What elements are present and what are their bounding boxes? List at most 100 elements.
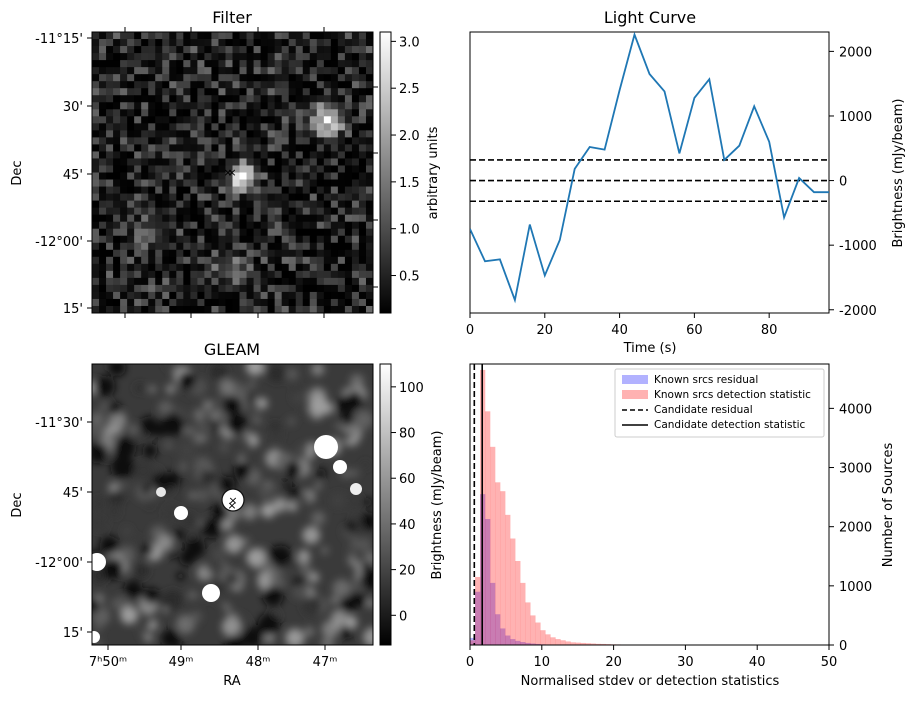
filter-pixel — [282, 215, 289, 222]
filter-pixel — [240, 165, 247, 172]
filter-pixel — [169, 95, 176, 102]
colorbar-tick-label: 60 — [399, 472, 416, 487]
filter-pixel — [289, 201, 296, 208]
filter-pixel — [338, 67, 345, 74]
filter-pixel — [127, 243, 134, 250]
filter-ytick-label: -11°15' — [35, 32, 83, 47]
gleam-noise-hole — [142, 483, 152, 493]
filter-pixel — [352, 180, 359, 187]
filter-pixel — [254, 102, 261, 109]
filter-pixel — [134, 194, 141, 201]
filter-pixel — [352, 229, 359, 236]
filter-pixel — [352, 81, 359, 88]
filter-pixel — [296, 116, 303, 123]
filter-pixel — [289, 67, 296, 74]
filter-pixel — [190, 165, 197, 172]
filter-pixel — [99, 299, 106, 306]
filter-pixel — [155, 67, 162, 74]
filter-pixel — [275, 215, 282, 222]
filter-pixel — [317, 194, 324, 201]
filter-pixel — [366, 123, 373, 130]
filter-pixel — [155, 201, 162, 208]
filter-pixel — [345, 208, 352, 215]
filter-pixel — [134, 187, 141, 194]
filter-pixel — [261, 137, 268, 144]
filter-pixel — [289, 187, 296, 194]
filter-pixel — [317, 151, 324, 158]
filter-pixel — [324, 257, 331, 264]
filter-pixel — [240, 130, 247, 137]
filter-pixel — [155, 187, 162, 194]
filter-pixel — [106, 53, 113, 60]
filter-pixel — [92, 109, 99, 116]
filter-pixel — [282, 53, 289, 60]
filter-pixel — [127, 102, 134, 109]
candidate-marker: × — [227, 166, 236, 179]
filter-pixel — [211, 243, 218, 250]
filter-pixel — [99, 194, 106, 201]
filter-pixel — [197, 306, 204, 313]
filter-pixel — [141, 222, 148, 229]
filter-pixel — [338, 194, 345, 201]
filter-pixel — [127, 88, 134, 95]
filter-pixel — [247, 278, 254, 285]
filter-pixel — [218, 215, 225, 222]
filter-pixel — [127, 158, 134, 165]
filter-pixel — [240, 285, 247, 292]
filter-pixel — [106, 67, 113, 74]
filter-pixel — [141, 53, 148, 60]
filter-pixel — [240, 32, 247, 39]
filter-pixel — [211, 222, 218, 229]
filter-pixel — [190, 250, 197, 257]
filter-pixel — [338, 201, 345, 208]
filter-pixel — [211, 208, 218, 215]
filter-pixel — [268, 151, 275, 158]
filter-pixel — [155, 123, 162, 130]
filter-pixel — [204, 137, 211, 144]
filter-pixel — [233, 194, 240, 201]
filter-pixel — [190, 39, 197, 46]
filter-pixel — [155, 264, 162, 271]
gleam-noise-blob — [163, 590, 183, 610]
filter-pixel — [233, 151, 240, 158]
filter-pixel — [106, 95, 113, 102]
filter-pixel — [113, 67, 120, 74]
filter-pixel — [324, 116, 331, 123]
filter-pixel — [204, 236, 211, 243]
gleam-ytick-label: -12°00' — [35, 556, 83, 571]
filter-pixel — [162, 102, 169, 109]
filter-pixel — [247, 39, 254, 46]
filter-pixel — [317, 95, 324, 102]
filter-pixel — [106, 250, 113, 257]
filter-pixel — [310, 271, 317, 278]
filter-pixel — [120, 151, 127, 158]
filter-pixel — [310, 236, 317, 243]
filter-pixel — [233, 257, 240, 264]
filter-pixel — [141, 271, 148, 278]
filter-pixel — [183, 32, 190, 39]
filter-pixel — [113, 194, 120, 201]
gleam-noise-blob — [262, 561, 275, 574]
filter-pixel — [218, 137, 225, 144]
filter-pixel — [197, 208, 204, 215]
filter-pixel — [289, 60, 296, 67]
filter-pixel — [303, 88, 310, 95]
filter-pixel — [211, 194, 218, 201]
filter-pixel — [176, 67, 183, 74]
filter-pixel — [148, 271, 155, 278]
filter-pixel — [282, 180, 289, 187]
filter-pixel — [317, 32, 324, 39]
legend-candidate-residual: Candidate residual — [654, 404, 753, 416]
filter-panel: Filter -11°15'30'45'-12°00'15' Dec × × 0… — [10, 8, 441, 318]
filter-pixel — [155, 222, 162, 229]
filter-pixel — [113, 180, 120, 187]
filter-pixel — [296, 151, 303, 158]
filter-pixel — [113, 215, 120, 222]
filter-pixel — [310, 158, 317, 165]
filter-pixel — [261, 236, 268, 243]
filter-pixel — [296, 243, 303, 250]
filter-pixel — [289, 144, 296, 151]
filter-pixel — [190, 292, 197, 299]
filter-pixel — [338, 222, 345, 229]
filter-pixel — [162, 116, 169, 123]
